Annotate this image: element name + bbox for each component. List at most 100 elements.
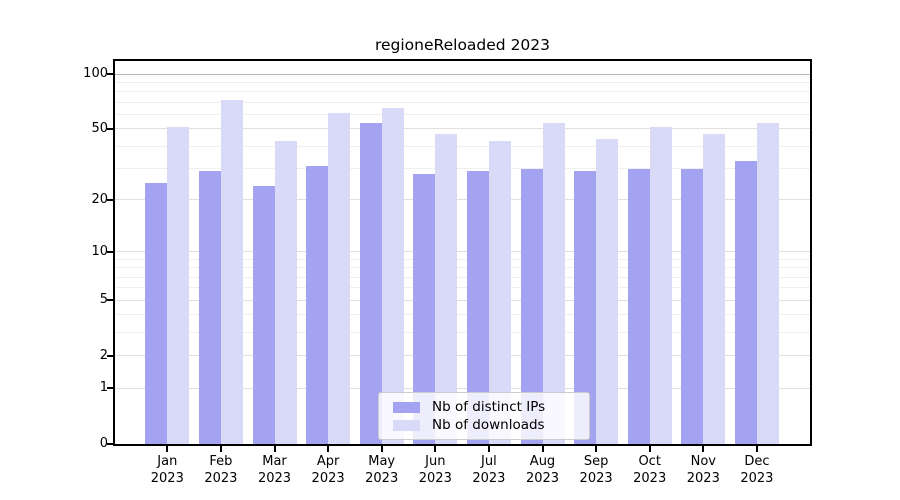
y-axis-label: 50 [91,120,108,136]
bar-downloads [381,108,404,444]
legend-item: Nb of downloads [387,416,581,434]
y-tick-mark [107,127,113,130]
gridline-minor [115,81,810,83]
gridline-major [115,355,810,357]
x-axis-label-month: Jun [425,454,446,469]
bar-distinct-ips [413,174,436,444]
bar-distinct-ips [198,171,221,444]
gridline-major [115,199,810,201]
legend: Nb of distinct IPs Nb of downloads [378,392,590,440]
bar-distinct-ips [145,182,168,444]
x-axis-label-year: 2023 [311,471,345,486]
gridline-minor [115,113,810,115]
x-axis-label-year: 2023 [365,471,399,486]
x-axis-label-year: 2023 [257,471,292,486]
x-tick-mark [648,446,651,452]
x-axis-label-year: 2023 [150,471,184,486]
y-tick-mark [107,387,113,390]
x-axis-label-month: Sep [583,454,609,469]
legend-label: Nb of downloads [432,417,545,433]
legend-swatch [393,419,420,431]
bar-downloads [488,140,511,444]
x-axis-label-month: Mar [262,454,287,469]
y-tick-mark [107,73,113,75]
x-tick-mark [219,446,222,452]
bar-downloads [220,100,243,444]
bar-distinct-ips [466,171,489,444]
x-axis-label-year: 2023 [740,471,774,486]
x-axis-label-year: 2023 [525,471,560,486]
legend-label: Nb of distinct IPs [432,399,546,415]
x-axis-label: Aug 2023 [515,453,571,487]
bar-distinct-ips [627,168,650,444]
gridline-minor [115,101,810,103]
legend-item: Nb of distinct IPs [387,398,581,416]
bar-distinct-ips [574,171,597,444]
bar-downloads [649,127,672,444]
x-tick-mark [380,446,383,452]
x-axis-label-year: 2023 [686,471,720,486]
x-tick-mark [487,446,490,452]
y-tick-mark [107,198,113,201]
gridline-minor [115,287,810,289]
x-axis-label: Sep 2023 [568,453,624,487]
bar-downloads [703,133,726,444]
bar-downloads [274,140,297,444]
y-tick-mark [107,250,113,253]
x-axis-label-month: Apr [316,454,340,469]
x-tick-mark [166,446,169,452]
legend-swatch [393,401,420,413]
bar-distinct-ips [252,185,275,444]
x-axis-label-month: Nov [690,454,716,469]
gridline-minor [115,258,810,260]
x-tick-mark [327,446,330,452]
x-axis-label: Apr 2023 [300,453,356,487]
bar-distinct-ips [681,168,704,444]
gridline-minor [115,168,810,170]
gridline-minor [115,91,810,93]
y-axis-label: 2 [99,347,108,363]
x-axis-label-month: May [368,454,396,469]
x-axis-label: Mar 2023 [247,453,303,487]
chart-title: regioneReloaded 2023 [374,36,551,54]
y-axis-label: 5 [99,292,108,308]
gridline-major [115,128,810,130]
x-axis-label-year: 2023 [472,471,506,486]
x-axis-label-month: Oct [638,454,661,469]
gridline-major [115,251,810,253]
y-axis-label: 100 [83,66,108,81]
y-axis-label: 1 [99,380,108,396]
x-axis-label: Feb 2023 [193,453,249,487]
bar-downloads [435,133,458,444]
x-axis-label: Jul 2023 [461,453,517,487]
x-axis-label: Nov 2023 [675,453,731,487]
x-axis-label: May 2023 [354,453,410,487]
x-axis-label-month: Dec [744,454,770,469]
bar-distinct-ips [306,166,329,444]
y-axis-label: 0 [99,436,108,451]
x-axis-label-year: 2023 [418,471,452,486]
bar-distinct-ips [520,168,543,444]
gridline-major [115,299,810,301]
x-axis-label: Jan 2023 [139,453,195,487]
gridline-minor [115,276,810,278]
x-axis-label: Jun 2023 [407,453,463,487]
plot-area: Nb of distinct IPs Nb of downloads [113,59,812,446]
gridline-minor [115,267,810,269]
x-axis-label-year: 2023 [579,471,613,486]
gridline-major [115,73,810,75]
bar-downloads [596,138,619,444]
y-tick-mark [107,354,113,357]
bar-downloads [542,122,565,444]
x-axis-label-month: Jul [481,454,497,469]
x-axis-label-month: Aug [529,454,556,469]
y-axis-label: 10 [91,243,108,259]
x-tick-mark [595,446,598,452]
gridline-minor [115,145,810,147]
y-axis-label: 20 [91,191,108,207]
x-axis-label-month: Feb [209,454,233,469]
x-axis-label-year: 2023 [204,471,238,486]
x-tick-mark [273,446,276,452]
bar-downloads [328,113,351,444]
